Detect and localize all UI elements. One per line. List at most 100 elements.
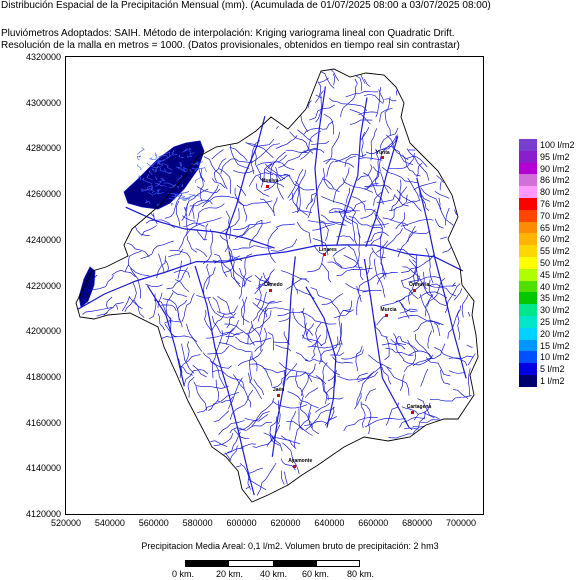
legend-entry: 90 l/m2: [519, 162, 577, 175]
river-tributary: [217, 296, 234, 316]
river-in-rain-zone: [167, 192, 179, 196]
river-tributary: [199, 167, 204, 202]
river-tributary: [87, 274, 114, 291]
river-tributary: [218, 342, 252, 352]
river-tributary: [332, 167, 350, 203]
river-tributary: [467, 368, 471, 397]
river-tributary: [378, 89, 385, 103]
city-label: Huelva: [261, 178, 279, 185]
river-tributary: [133, 299, 145, 318]
river-tributary: [395, 335, 405, 361]
river-tributary: [305, 406, 335, 431]
river-tributary: [373, 191, 382, 206]
river-tributary: [181, 343, 195, 374]
river-tributary: [300, 148, 319, 160]
city-marker: [266, 184, 270, 188]
legend-swatch: [519, 221, 537, 234]
river-tributary: [447, 305, 462, 339]
river-tributary: [282, 370, 286, 390]
river-tributary: [304, 130, 321, 153]
x-tick-label: 600000: [226, 518, 257, 528]
river-in-rain-zone: [145, 199, 151, 205]
river-tributary: [298, 408, 303, 431]
river-tributary: [426, 278, 446, 307]
river-tributary: [267, 227, 279, 264]
river-tributary: [445, 207, 450, 226]
river-tributary: [343, 309, 354, 313]
river-tributary: [250, 140, 261, 174]
river-tributary: [111, 269, 136, 278]
river-tributary: [248, 172, 274, 187]
scale-label: 60 km.: [302, 569, 330, 579]
river-tributary: [423, 271, 432, 297]
river-tributary: [434, 218, 444, 229]
river-tributary: [121, 296, 130, 312]
river-tributary: [332, 247, 346, 257]
river-tributary: [423, 412, 435, 419]
river-main: [125, 206, 275, 249]
river-in-rain-zone: [164, 151, 171, 157]
river-tributary: [206, 328, 234, 339]
river-tributary: [296, 169, 307, 211]
map-area: [65, 56, 484, 515]
river-in-rain-zone: [151, 168, 156, 173]
river-tributary: [210, 360, 226, 388]
river-in-rain-zone: [191, 167, 198, 172]
river-tributary: [420, 187, 442, 210]
legend-label: 55 l/m2: [540, 246, 570, 257]
river-tributary: [352, 211, 357, 245]
river-tributary: [277, 310, 304, 316]
legend-entry: 30 l/m2: [519, 304, 577, 316]
river-tributary: [396, 189, 422, 212]
river-tributary: [466, 344, 473, 349]
river-in-rain-zone: [157, 156, 163, 166]
river-tributary: [321, 293, 344, 305]
river-tributary: [310, 176, 324, 203]
river-tributary: [419, 188, 430, 202]
river-tributary: [324, 416, 337, 426]
legend-entry: 25 l/m2: [519, 315, 577, 328]
river-tributary: [223, 246, 235, 274]
river-tributary: [413, 181, 437, 191]
river-tributary: [212, 296, 221, 313]
city-marker: [323, 253, 327, 257]
river-tributary: [285, 278, 308, 290]
scale-label: 40 km.: [260, 569, 288, 579]
river-tributary: [239, 267, 252, 283]
river-tributary: [467, 311, 471, 317]
river-tributary: [263, 307, 291, 315]
river-tributary: [207, 345, 230, 355]
river-tributary: [440, 236, 448, 240]
river-tributary: [318, 336, 339, 365]
legend-swatch: [519, 304, 537, 316]
river-in-rain-zone: [182, 148, 190, 153]
river-main: [77, 244, 464, 310]
legend-label: 40 l/m2: [540, 281, 570, 292]
river-tributary: [213, 410, 230, 423]
river-tributary: [273, 197, 278, 217]
river-tributary: [402, 266, 419, 282]
river-tributary: [338, 309, 351, 346]
river-in-rain-zone: [146, 185, 153, 191]
river-tributary: [378, 135, 397, 172]
river-tributary: [286, 420, 313, 436]
river-tributary: [230, 145, 250, 169]
river-tributary: [341, 349, 364, 360]
river-tributary: [295, 288, 315, 299]
river-tributary: [315, 81, 321, 103]
river-tributary: [106, 296, 113, 309]
river-tributary: [212, 369, 245, 389]
river-tributary: [280, 270, 310, 283]
river-in-rain-zone: [195, 167, 208, 173]
river-tributary: [225, 210, 231, 240]
river-tributary: [248, 479, 267, 491]
river-tributary: [183, 217, 222, 227]
legend-swatch: [519, 139, 537, 151]
river-tributary: [453, 389, 469, 399]
river-tributary: [223, 447, 244, 455]
river-tributary: [390, 186, 408, 212]
river-tributary: [328, 210, 360, 214]
river-tributary: [203, 156, 228, 190]
river-tributary: [307, 191, 318, 219]
river-tributary: [380, 245, 385, 280]
